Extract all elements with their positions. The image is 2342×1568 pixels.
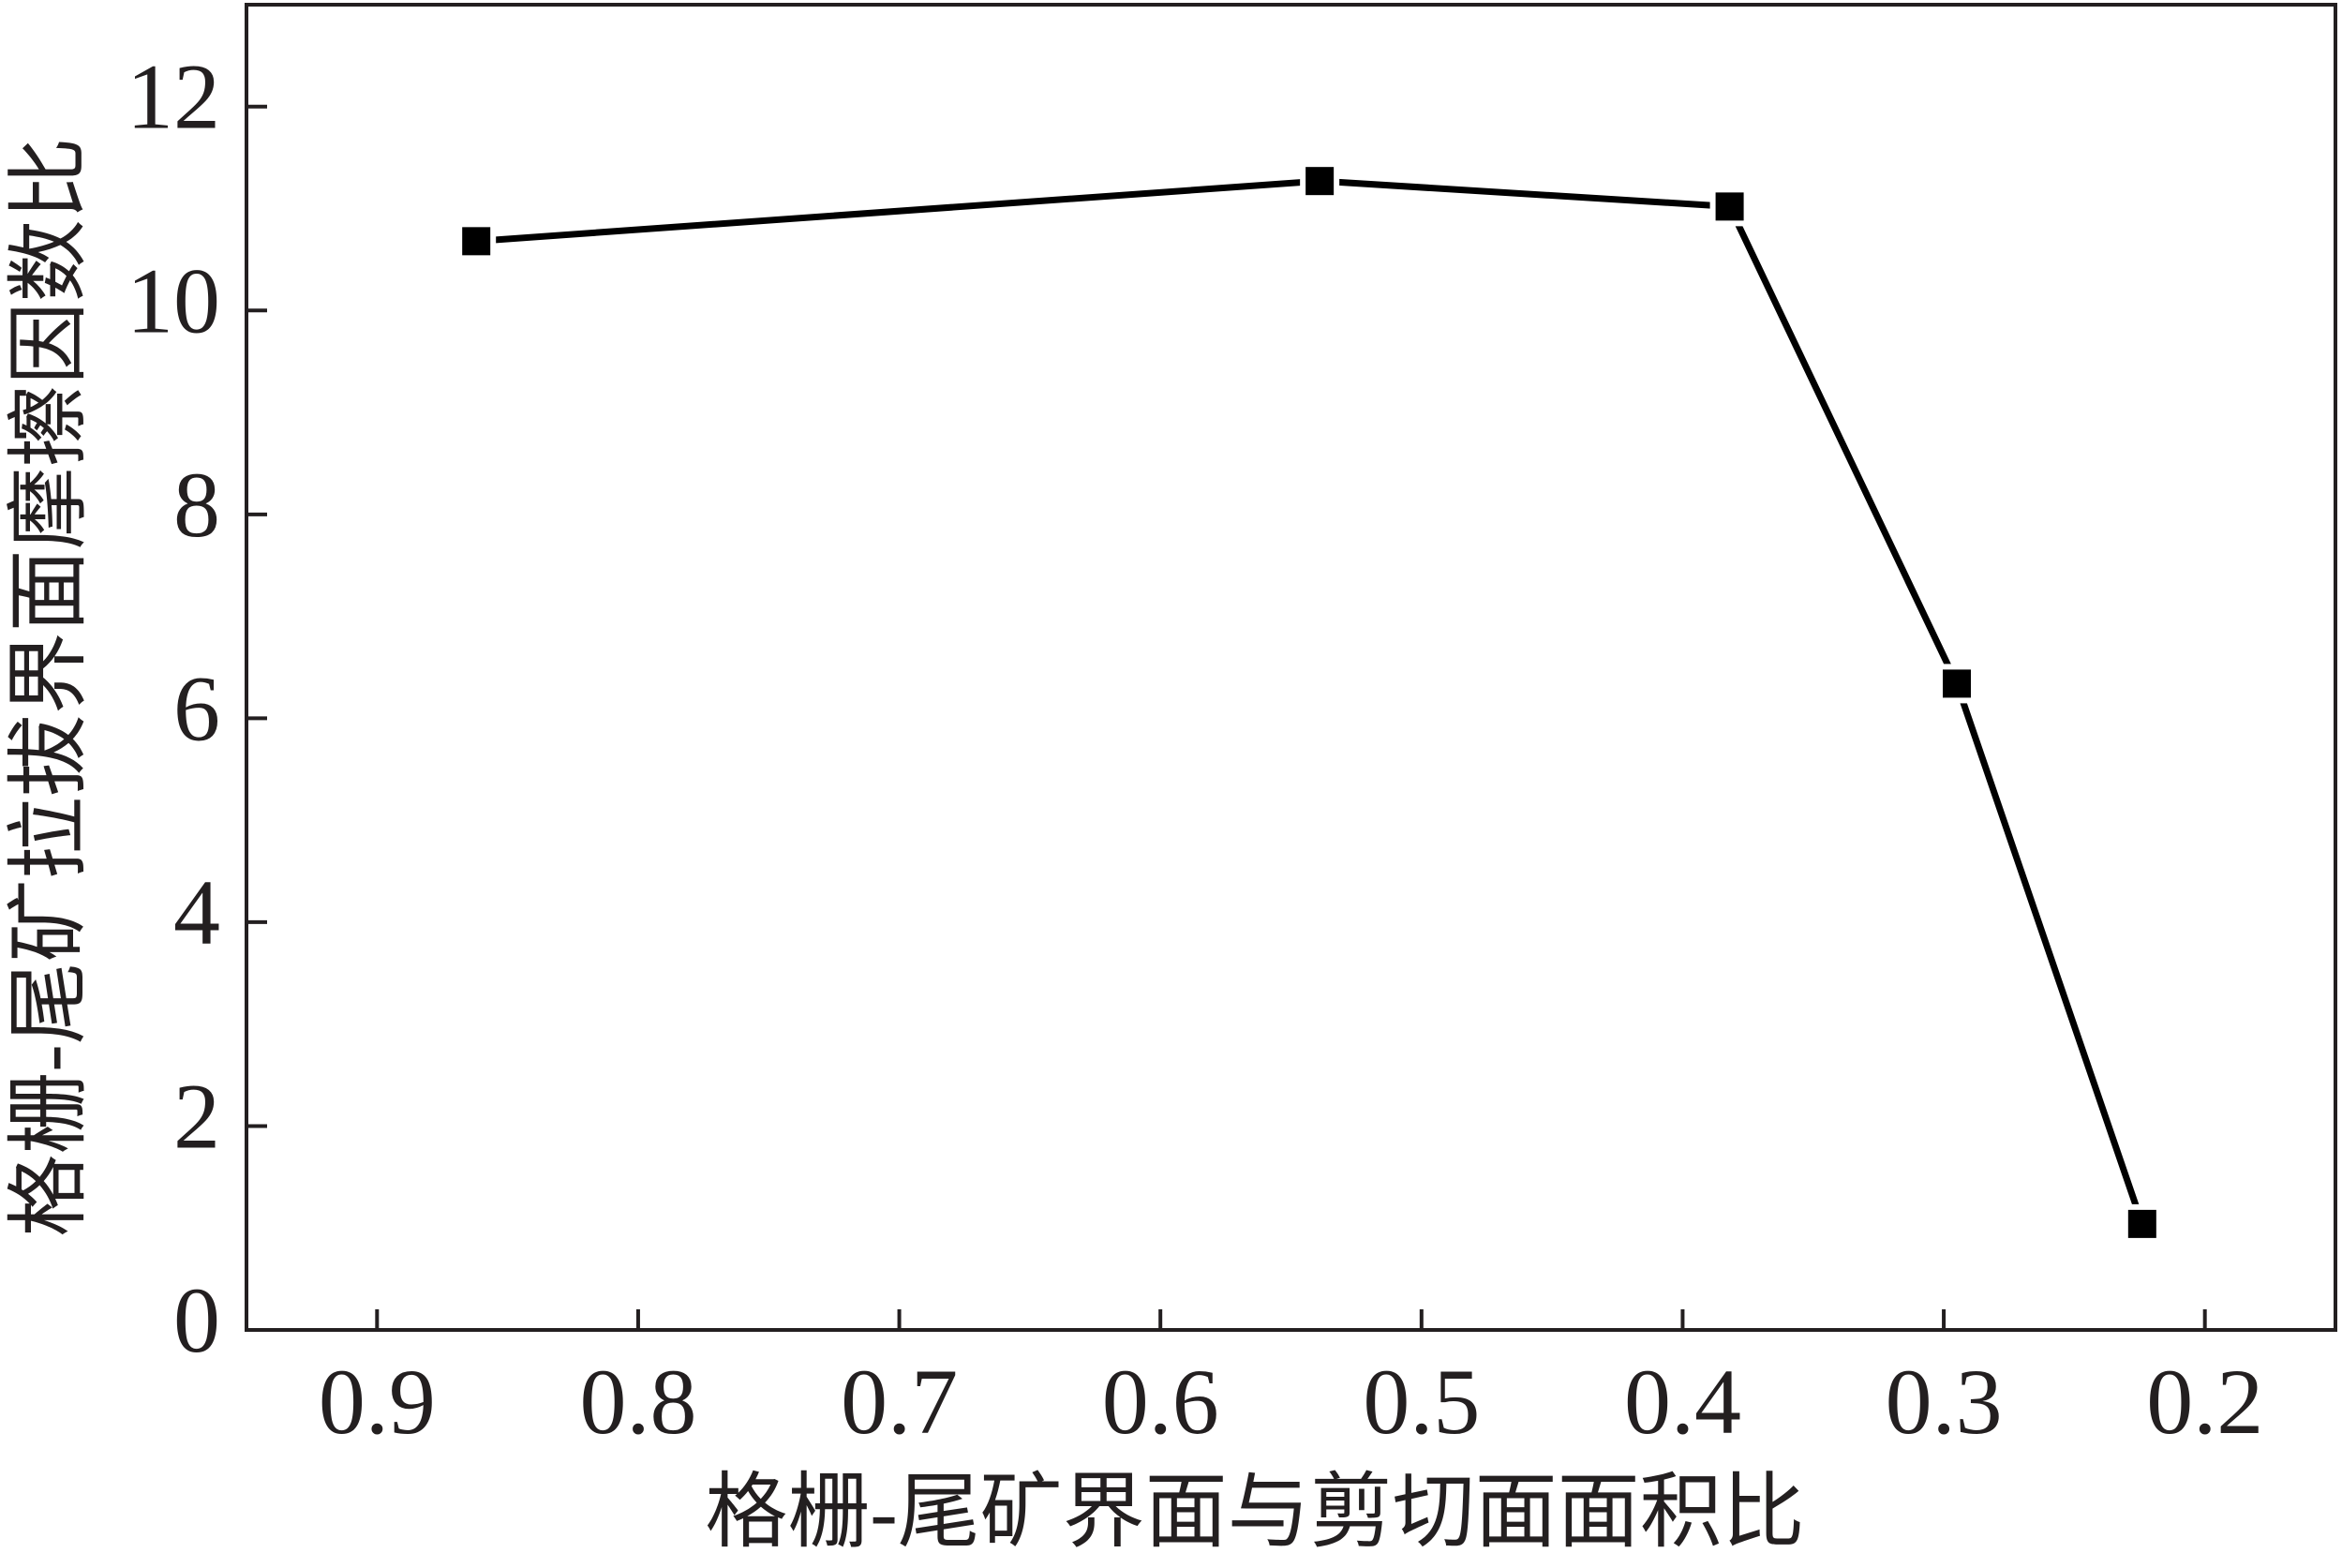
x-tick-label: 0.5 — [1363, 1350, 1480, 1454]
x-tick-label: 0.7 — [841, 1350, 958, 1454]
y-tick-label: 6 — [173, 656, 220, 760]
y-tick-label: 0 — [173, 1268, 220, 1372]
y-tick-label: 12 — [127, 45, 220, 149]
x-tick-label: 0.4 — [1624, 1350, 1741, 1454]
x-tick-label: 0.3 — [1886, 1350, 2003, 1454]
data-point — [456, 221, 497, 261]
x-tick-label: 0.6 — [1102, 1350, 1219, 1454]
y-tick-label: 4 — [173, 860, 220, 964]
x-axis-title: 格栅-尾矿界面与剪切面面积比 — [705, 1468, 1804, 1559]
y-tick-label: 2 — [173, 1064, 220, 1168]
data-point — [1709, 187, 1750, 227]
data-line — [475, 177, 2146, 1226]
data-point — [2122, 1203, 2162, 1244]
plot-frame — [245, 3, 2337, 1332]
y-tick-label: 8 — [173, 453, 220, 557]
x-tick-label: 0.2 — [2146, 1350, 2263, 1454]
data-point — [1936, 664, 1977, 704]
data-point — [1300, 161, 1340, 202]
x-tick-label: 0.8 — [579, 1350, 696, 1454]
x-tick-label: 0.9 — [319, 1350, 436, 1454]
y-axis-title: 格栅-尾矿拉拔界面摩擦因数比 — [5, 137, 96, 1236]
y-tick-label: 10 — [127, 248, 220, 352]
